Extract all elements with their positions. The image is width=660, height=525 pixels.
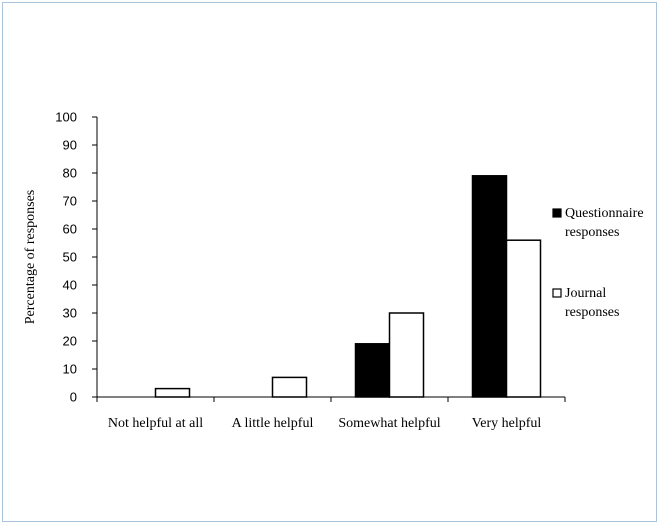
y-tick-label: 10: [63, 362, 77, 377]
y-tick-label: 50: [63, 250, 77, 265]
y-tick-label: 30: [63, 306, 77, 321]
questionnaire-bar: [354, 343, 391, 398]
x-axis: Not helpful at all A little helpful Somewh…: [96, 396, 566, 431]
y-tick-label: 40: [63, 278, 77, 293]
y-axis-title: Percentage of responses: [23, 190, 38, 325]
questionnaire-bar: [471, 175, 508, 398]
x-category-label: Somewhat helpful: [338, 416, 440, 431]
journal-bar: [388, 312, 425, 398]
legend-label-questionnaire: Questionnaire responses: [565, 206, 644, 240]
journal-bar: [154, 387, 191, 398]
legend-swatch-questionnaire: [552, 208, 562, 218]
y-tick-label: 0: [70, 390, 77, 405]
x-category-label: Not helpful at all: [108, 416, 203, 431]
y-axis: 0 10 20 30 40 50 60 70 80 90 100: [55, 110, 98, 405]
legend: Questionnaire responses Journal responses: [552, 206, 644, 320]
x-category-label: Very helpful: [472, 416, 542, 431]
legend-swatch-journal: [552, 288, 562, 298]
y-tick-label: 100: [55, 110, 77, 125]
y-tick-label: 70: [63, 194, 77, 209]
y-tick-label: 20: [63, 334, 77, 349]
y-tick-label: 60: [63, 222, 77, 237]
y-tick-label: 90: [63, 138, 77, 153]
legend-label-journal: Journal responses: [565, 286, 619, 320]
bars: [154, 175, 542, 398]
journal-bar: [271, 376, 308, 398]
journal-bar: [505, 239, 542, 398]
y-tick-label: 80: [63, 166, 77, 181]
x-category-label: A little helpful: [232, 416, 314, 431]
